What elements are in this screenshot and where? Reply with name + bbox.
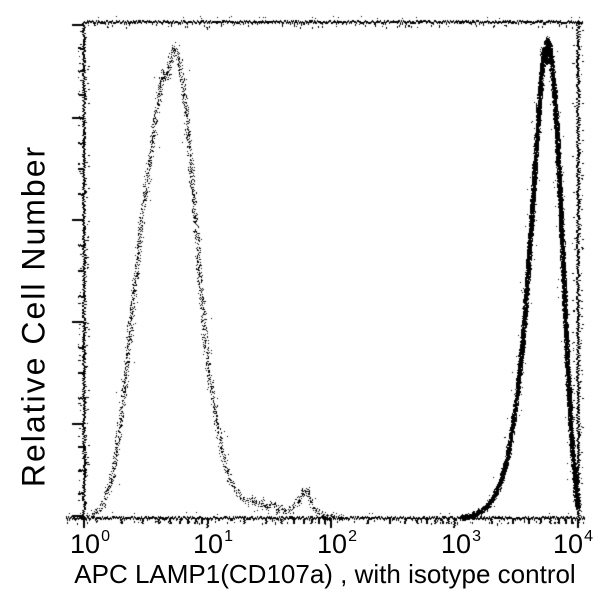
- x-axis-label: APC LAMP1(CD107a) , with isotype control: [74, 559, 576, 589]
- x-tick-label-10e4: 104: [553, 528, 593, 559]
- y-axis-label: Relative Cell Number: [15, 144, 52, 488]
- x-tick-label-10e3: 103: [441, 528, 481, 559]
- x-tick-label-10e1: 101: [193, 528, 233, 559]
- x-tick-label-10e2: 102: [317, 528, 357, 559]
- x-tick-label-10e0: 100: [70, 528, 110, 559]
